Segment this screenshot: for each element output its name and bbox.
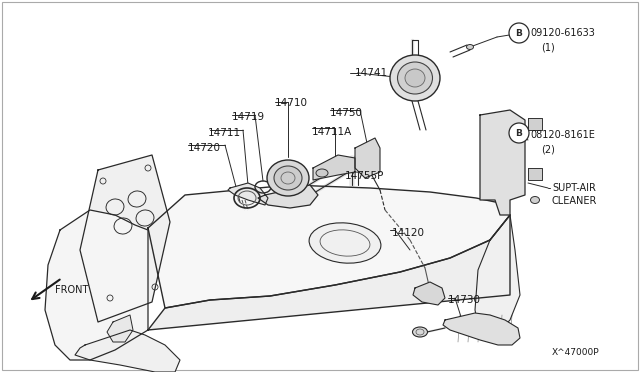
Text: X^47000P: X^47000P bbox=[552, 348, 600, 357]
Polygon shape bbox=[413, 282, 445, 305]
Polygon shape bbox=[443, 313, 520, 345]
Polygon shape bbox=[45, 210, 148, 360]
Text: 09120-61633: 09120-61633 bbox=[530, 28, 595, 38]
Circle shape bbox=[493, 123, 507, 137]
Text: (1): (1) bbox=[541, 43, 555, 53]
Polygon shape bbox=[148, 215, 510, 330]
Ellipse shape bbox=[397, 62, 433, 94]
Text: CLEANER: CLEANER bbox=[552, 196, 597, 206]
Polygon shape bbox=[80, 155, 170, 322]
Text: 08120-8161E: 08120-8161E bbox=[530, 130, 595, 140]
Polygon shape bbox=[313, 155, 355, 180]
Ellipse shape bbox=[309, 223, 381, 263]
Text: 14730: 14730 bbox=[448, 295, 481, 305]
Circle shape bbox=[509, 123, 529, 143]
Polygon shape bbox=[475, 215, 520, 340]
Text: B: B bbox=[516, 128, 522, 138]
Text: 14711: 14711 bbox=[208, 128, 241, 138]
Text: 14710: 14710 bbox=[275, 98, 308, 108]
Ellipse shape bbox=[390, 55, 440, 101]
Polygon shape bbox=[528, 168, 542, 180]
Text: 14120: 14120 bbox=[392, 228, 425, 238]
Text: 14741: 14741 bbox=[355, 68, 388, 78]
Polygon shape bbox=[480, 110, 525, 215]
Ellipse shape bbox=[316, 169, 328, 177]
Text: SUPT-AIR: SUPT-AIR bbox=[552, 183, 596, 193]
Polygon shape bbox=[107, 315, 133, 342]
Ellipse shape bbox=[467, 45, 474, 49]
Polygon shape bbox=[528, 118, 542, 130]
Circle shape bbox=[493, 178, 507, 192]
Circle shape bbox=[509, 23, 529, 43]
Polygon shape bbox=[228, 183, 268, 205]
Circle shape bbox=[493, 151, 507, 165]
Text: B: B bbox=[516, 29, 522, 38]
Text: 14719: 14719 bbox=[232, 112, 265, 122]
Polygon shape bbox=[258, 185, 318, 208]
Text: FRONT: FRONT bbox=[55, 285, 88, 295]
Text: (2): (2) bbox=[541, 145, 555, 155]
Ellipse shape bbox=[405, 69, 425, 87]
Ellipse shape bbox=[413, 327, 428, 337]
Polygon shape bbox=[355, 138, 380, 178]
Polygon shape bbox=[75, 330, 180, 372]
Text: 14750: 14750 bbox=[330, 108, 363, 118]
Text: 14720: 14720 bbox=[188, 143, 221, 153]
Polygon shape bbox=[148, 185, 510, 308]
Ellipse shape bbox=[267, 160, 309, 196]
Ellipse shape bbox=[531, 196, 540, 203]
Ellipse shape bbox=[274, 166, 302, 190]
Text: 14711A: 14711A bbox=[312, 127, 352, 137]
Text: 14755P: 14755P bbox=[345, 171, 385, 181]
